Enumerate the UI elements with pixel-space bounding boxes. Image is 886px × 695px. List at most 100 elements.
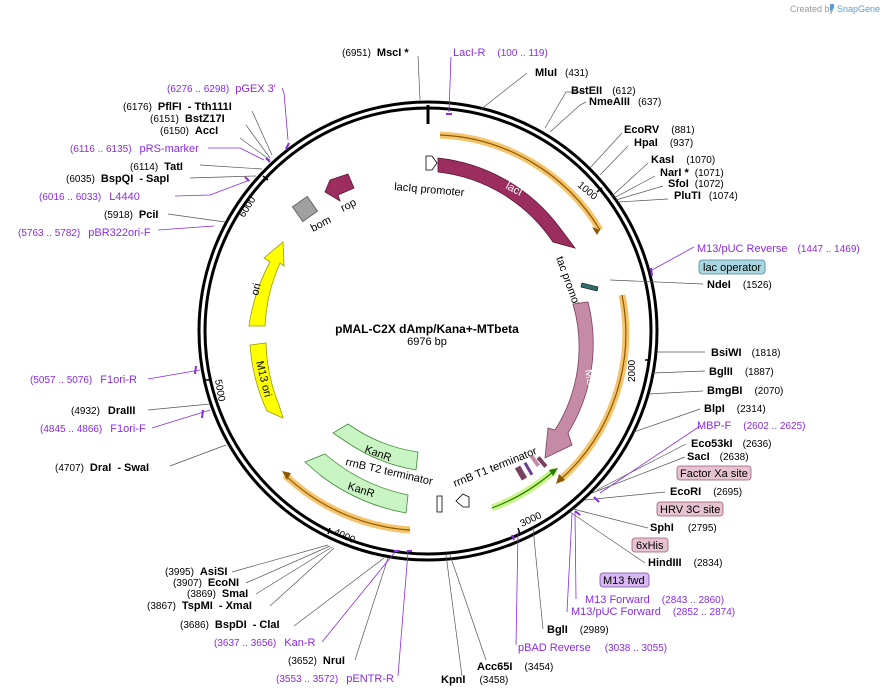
tick-label-3000: 3000 bbox=[519, 510, 544, 530]
mcs-tags bbox=[514, 454, 548, 481]
site-bsteii: BstEII (612) bbox=[571, 85, 636, 97]
site-kpni: KpnI (3458) bbox=[441, 674, 508, 686]
primer-laci-r: LacI-R (100 .. 119) bbox=[453, 47, 548, 59]
site-hpai: HpaI (937) bbox=[634, 137, 693, 149]
site-acc65i: Acc65I (3454) bbox=[477, 661, 553, 673]
site-ecori: EcoRI (2695) bbox=[670, 486, 742, 498]
primer-prs-marker: (6116 .. 6135) pRS-marker bbox=[70, 143, 199, 155]
primer-ticks-left bbox=[194, 142, 412, 552]
primer-pgex3: (6276 .. 6298) pGEX 3' bbox=[167, 83, 276, 95]
svg-text:M13 fwd: M13 fwd bbox=[603, 575, 645, 587]
kanr-arrow-1 bbox=[332, 423, 419, 471]
site-eco53ki: Eco53kI (2636) bbox=[691, 438, 772, 450]
site-bmgbi: BmgBI (2070) bbox=[707, 385, 783, 397]
orf-arc-laci bbox=[439, 131, 604, 232]
site-draiii: (4932) DraIII bbox=[71, 405, 135, 417]
site-bspqi: (6035) BspQI - SapI bbox=[66, 173, 169, 185]
site-mlui: MluI (431) bbox=[535, 67, 588, 79]
site-econi: (3907) EcoNI bbox=[173, 577, 239, 589]
orf-arc-kanr-head bbox=[282, 471, 291, 480]
svg-text:6xHis: 6xHis bbox=[636, 540, 664, 552]
site-pcii: (5918) PciI bbox=[104, 209, 158, 221]
tick-6000 bbox=[262, 175, 269, 181]
primer-m13-puc-reverse: M13/pUC Reverse (1447 .. 1469) bbox=[697, 243, 860, 255]
site-bglii: BglII (1887) bbox=[709, 366, 774, 378]
mbp-label: MBP bbox=[582, 368, 598, 394]
site-pluti: PluTI (1074) bbox=[674, 190, 738, 202]
site-nmeaiii: NmeAIII (637) bbox=[589, 96, 661, 108]
lac-operator-mark bbox=[580, 282, 599, 292]
ori-arrow bbox=[248, 241, 285, 327]
bom-box bbox=[291, 195, 319, 223]
laciq-promoter-arrow bbox=[425, 155, 438, 171]
orf-arc-laci-head bbox=[592, 227, 600, 235]
site-blpi: BlpI (2314) bbox=[704, 403, 766, 415]
svg-text:lac operator: lac operator bbox=[703, 262, 761, 274]
badge-m13-fwd: M13 fwd bbox=[599, 572, 650, 588]
site-nari: NarI * (1071) bbox=[660, 167, 724, 179]
primer-pbr322ori-f: (5763 .. 5782) pBR322ori-F bbox=[18, 227, 151, 239]
backbone-outer bbox=[197, 100, 659, 562]
primer-m13-puc-forward: M13/pUC Forward (2852 .. 2874) bbox=[571, 606, 735, 618]
site-asisi: (3995) AsiSI bbox=[165, 566, 227, 578]
svg-text:Factor Xa site: Factor Xa site bbox=[680, 468, 748, 480]
primer-kan-r: (3637 .. 3656) Kan-R bbox=[214, 637, 316, 649]
primer-pbad-reverse: pBAD Reverse (3038 .. 3055) bbox=[518, 642, 667, 654]
plasmid-size: 6976 bp bbox=[407, 336, 447, 348]
credit-brand: SnapGene bbox=[837, 4, 880, 14]
mbp-arrow bbox=[544, 301, 594, 459]
rrnb-t2-arrow bbox=[436, 495, 443, 513]
primer-m13-forward: M13 Forward (2843 .. 2860) bbox=[585, 594, 724, 606]
tick-label-5000: 5000 bbox=[212, 379, 227, 403]
orf-arc-mbp-line bbox=[559, 294, 627, 481]
rop-label: rop bbox=[339, 197, 359, 215]
site-hindiii: HindIII (2834) bbox=[648, 557, 723, 569]
primer-l4440: (6016 .. 6033) L4440 bbox=[39, 191, 140, 203]
badge-lac-operator: lac operator bbox=[698, 259, 766, 275]
rrnb-t1-label: rrnB T1 terminator bbox=[452, 445, 539, 490]
tick-3000 bbox=[517, 527, 521, 535]
site-bspdi: (3686) BspDI - ClaI bbox=[180, 619, 280, 631]
site-saci: SacI (2638) bbox=[687, 451, 749, 463]
tick-1000 bbox=[596, 187, 603, 193]
site-nrui: (3652) NruI bbox=[288, 655, 345, 667]
left-primer-connectors bbox=[147, 87, 409, 677]
insert-arc-line bbox=[491, 469, 556, 509]
orf-arc-mbp-head bbox=[556, 474, 565, 484]
site-tspmi: (3867) TspMI - XmaI bbox=[147, 600, 252, 612]
tick-label-2000: 2000 bbox=[627, 359, 638, 382]
primer-f1ori-r: (5057 .. 5076) F1ori-R bbox=[30, 374, 137, 386]
site-bsiwi: BsiWI (1818) bbox=[711, 347, 780, 359]
tick-4000 bbox=[327, 527, 331, 535]
site-tati: (6114) TatI bbox=[130, 161, 183, 173]
site-ndei: NdeI (1526) bbox=[707, 279, 772, 291]
site-kasi: KasI (1070) bbox=[651, 154, 715, 166]
ori-label: ori bbox=[249, 282, 263, 297]
site-sfoi: SfoI (1072) bbox=[668, 178, 724, 190]
rop-arrow bbox=[324, 173, 355, 202]
m13-ori-arrow bbox=[249, 342, 284, 419]
laciq-promoter-label: lacIq promoter bbox=[394, 181, 465, 199]
badge-6xhis: 6xHis bbox=[631, 537, 669, 553]
plasmid-name: pMAL-C2X dAmp/Kana+-MTbeta bbox=[335, 322, 519, 336]
site-acci: (6150) AccI bbox=[160, 125, 218, 137]
svg-text:HRV 3C site: HRV 3C site bbox=[660, 504, 720, 516]
site-msci: (6951) MscI * bbox=[342, 47, 409, 59]
insert-arc-head bbox=[549, 468, 558, 476]
site-smai: (3869) SmaI bbox=[187, 588, 248, 600]
badge-hrv-3c: HRV 3C site bbox=[656, 501, 724, 517]
laci-arrow bbox=[437, 157, 577, 249]
snapgene-logo-icon bbox=[830, 4, 834, 12]
primer-mbp-f: MBP-F (2602 .. 2625) bbox=[697, 420, 806, 432]
right-connectors bbox=[445, 72, 706, 677]
badge-factor-xa: Factor Xa site bbox=[676, 465, 752, 481]
rrnb-t1-arrow bbox=[455, 493, 470, 508]
right-primer-connectors bbox=[448, 56, 701, 646]
primer-f1ori-f: (4845 .. 4866) F1ori-F bbox=[40, 423, 146, 435]
left-connectors bbox=[147, 55, 421, 661]
site-pflfi: (6176) PflFI - Tth111I bbox=[123, 101, 232, 113]
kanr-arrow-2 bbox=[304, 453, 409, 514]
site-sphi: SphI (2795) bbox=[650, 522, 717, 534]
site-bgli: BglI (2989) bbox=[547, 624, 609, 636]
